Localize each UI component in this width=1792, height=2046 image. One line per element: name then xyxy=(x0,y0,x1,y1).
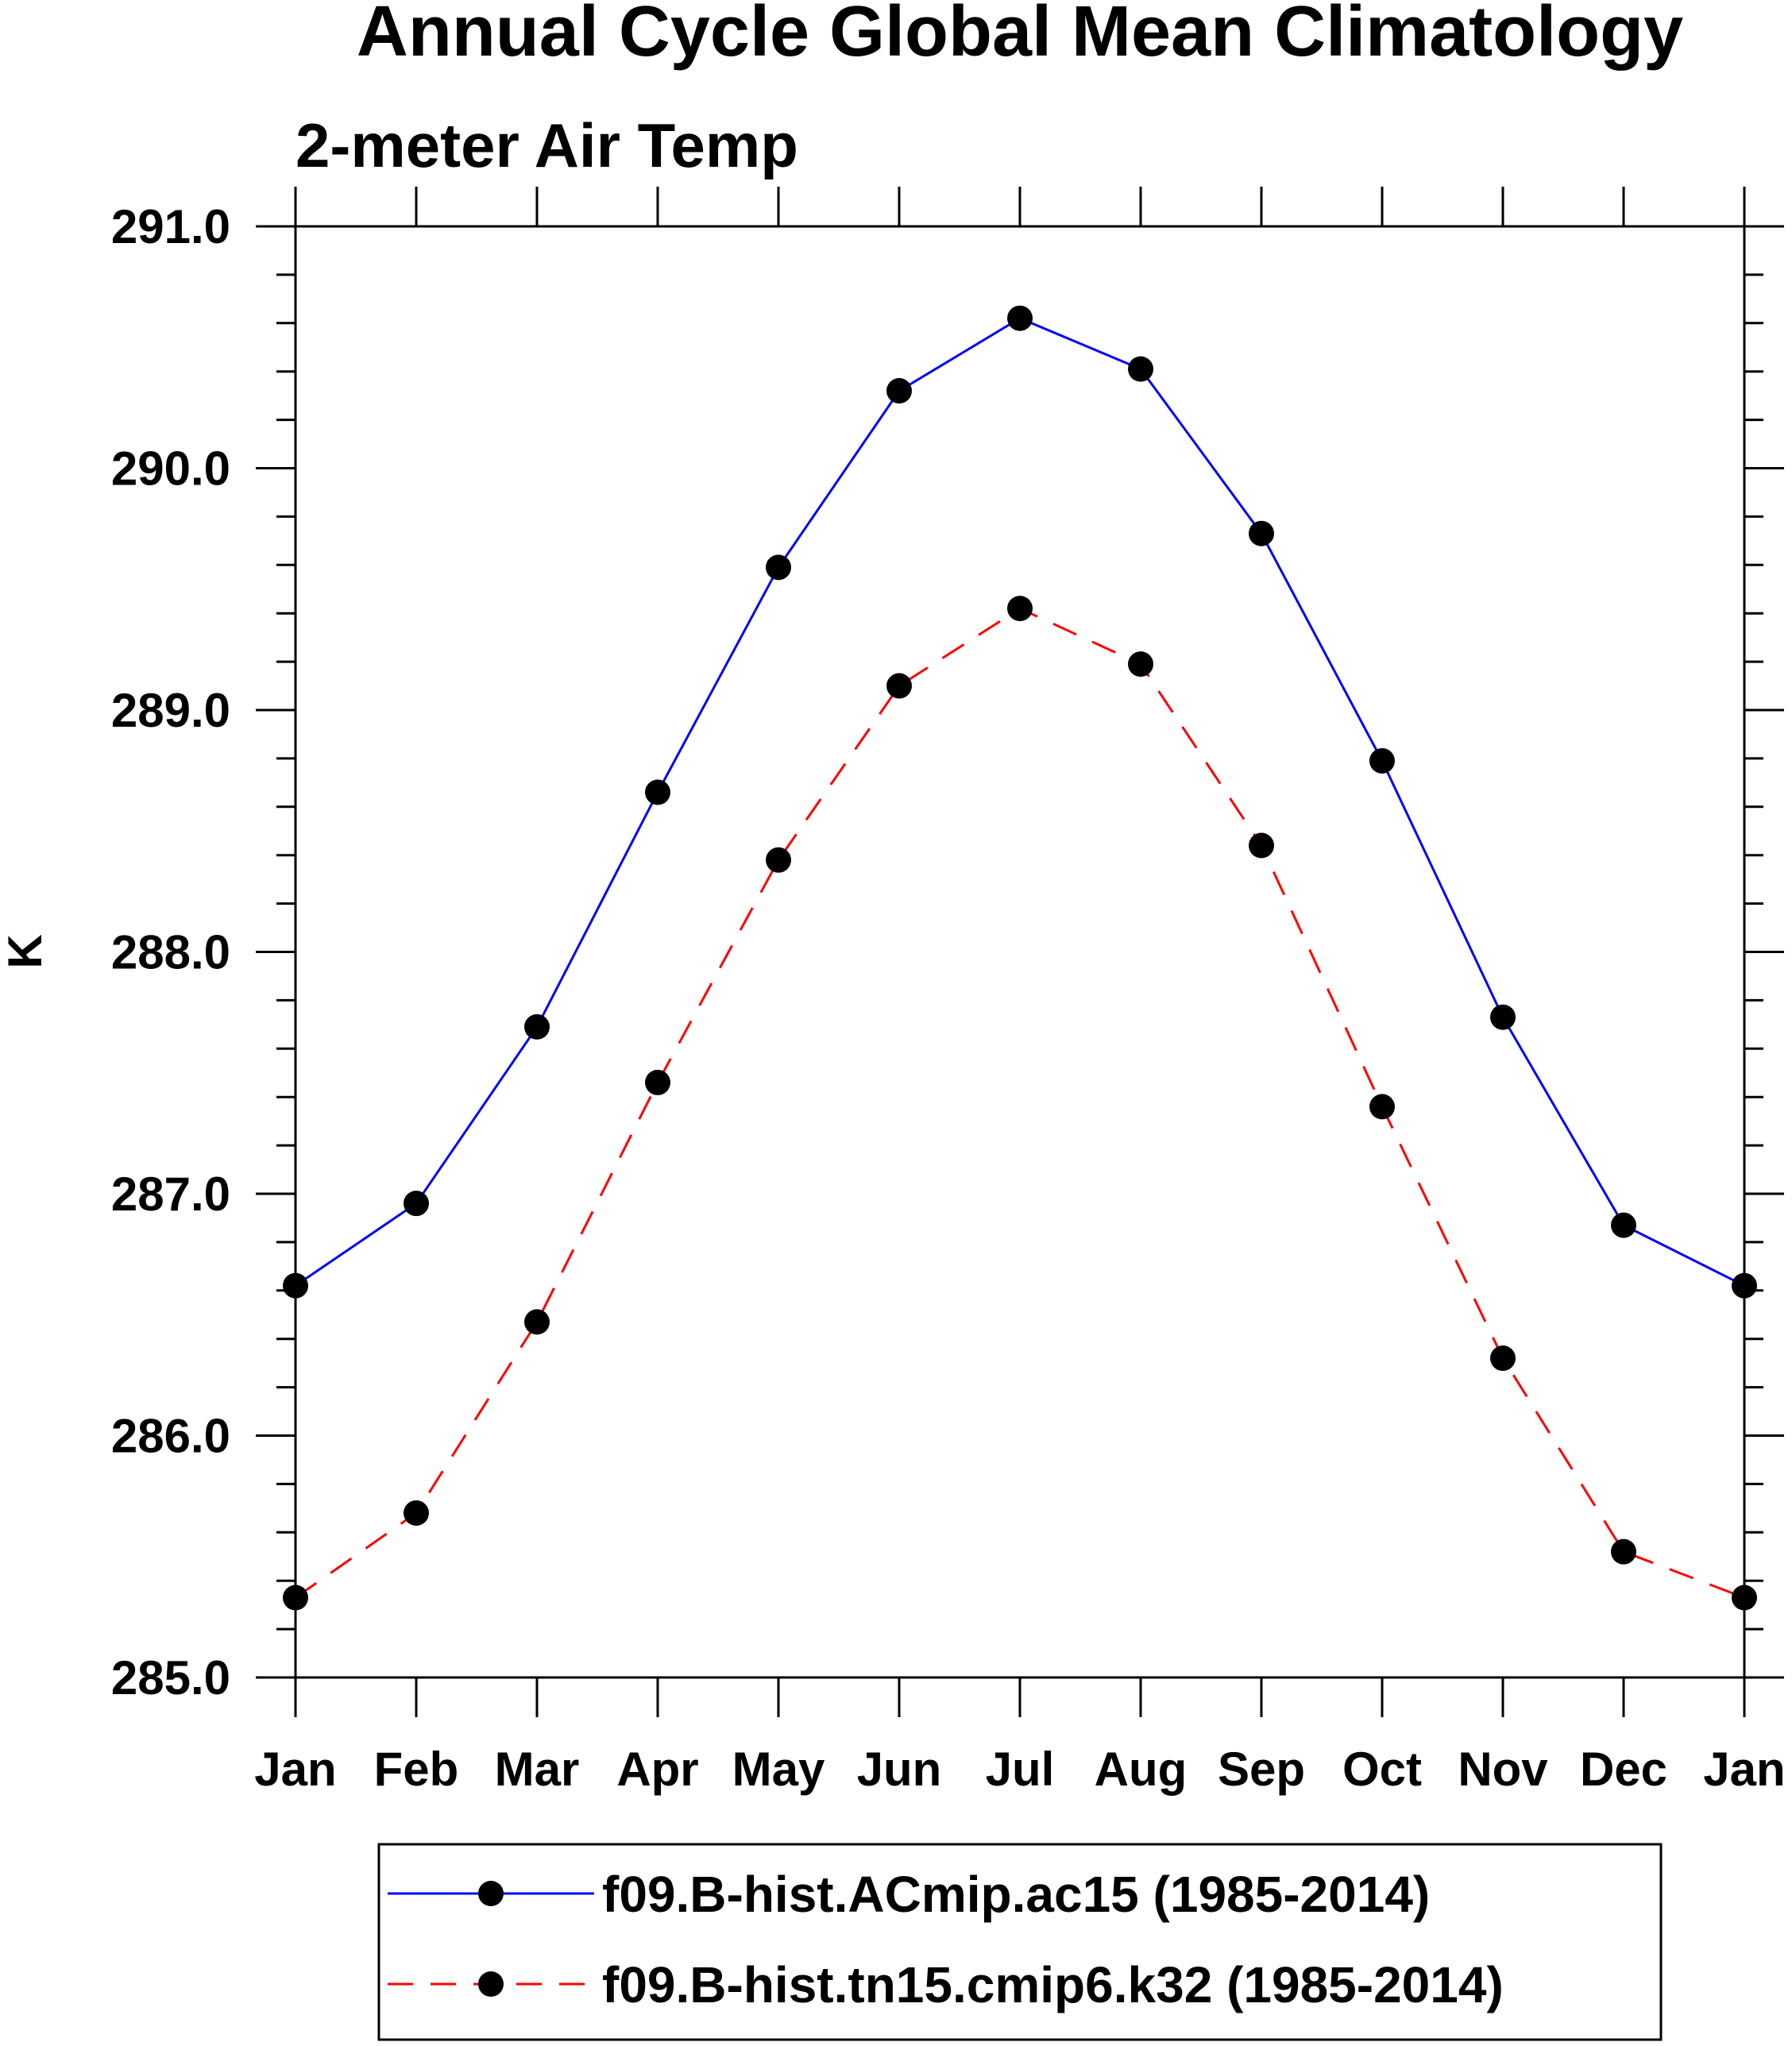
chart-subtitle: 2-meter Air Temp xyxy=(295,110,798,180)
x-tick-label: Jun xyxy=(857,1743,942,1796)
series-2-point xyxy=(1249,832,1274,859)
series-1-point xyxy=(645,779,670,805)
series-1-point xyxy=(1611,1212,1636,1238)
x-tick-label: Nov xyxy=(1458,1743,1548,1796)
series-1-point xyxy=(404,1191,429,1217)
series-2-point xyxy=(524,1309,550,1335)
x-tick-label: Jul xyxy=(986,1743,1055,1796)
series-line-1 xyxy=(295,317,1745,1287)
series-1-point xyxy=(524,1013,550,1040)
series-2-point xyxy=(1611,1538,1636,1565)
legend-label-1: f09.B-hist.ACmip.ac15 (1985-2014) xyxy=(602,1866,1430,1923)
x-tick-label: Aug xyxy=(1095,1743,1188,1796)
series-1-point xyxy=(1128,356,1153,382)
series-2-point xyxy=(404,1500,429,1526)
series-2-point xyxy=(645,1069,670,1095)
legend-marker-2 xyxy=(478,1971,504,1997)
series-2-point xyxy=(1007,596,1033,622)
y-tick-label: 286.0 xyxy=(111,1410,230,1463)
x-tick-label: Jan xyxy=(254,1743,336,1796)
legend-box xyxy=(377,1843,1663,2041)
y-tick-label: 289.0 xyxy=(111,684,230,737)
series-layer xyxy=(283,305,1757,1611)
series-1-point xyxy=(1490,1004,1516,1030)
x-tick-label: Oct xyxy=(1342,1743,1422,1796)
series-2-point xyxy=(1128,651,1153,677)
y-tick-labels: 285.0 286.0 287.0 288.0 289.0 290.0 291.0 xyxy=(111,200,230,1704)
x-tick-label: Jan xyxy=(1703,1743,1785,1796)
series-1-point xyxy=(1369,747,1395,774)
y-tick-label: 287.0 xyxy=(111,1168,230,1221)
y-tick-label: 291.0 xyxy=(111,200,230,253)
x-tick-label: Feb xyxy=(374,1743,459,1796)
series-line-2 xyxy=(295,607,1745,1599)
series-2-point xyxy=(283,1585,308,1611)
series-2-point xyxy=(1490,1345,1516,1372)
series-1-point xyxy=(1249,520,1274,546)
series-1-point xyxy=(1732,1272,1757,1299)
series-1-point xyxy=(283,1272,308,1299)
y-tick-label: 290.0 xyxy=(111,442,230,496)
plot-frame xyxy=(294,225,1746,1679)
chart-title: Annual Cycle Global Mean Climatology xyxy=(357,0,1683,71)
series-2-point xyxy=(886,673,912,699)
legend-marker-1 xyxy=(478,1881,504,1906)
series-2-point xyxy=(766,847,791,873)
series-2-point xyxy=(1732,1585,1757,1611)
x-tick-label: May xyxy=(732,1743,825,1796)
series-1-point xyxy=(766,554,791,581)
y-tick-label: 285.0 xyxy=(111,1651,230,1704)
x-tick-label: Sep xyxy=(1218,1743,1305,1796)
series-2-point xyxy=(1369,1094,1395,1120)
x-tick-labels: Jan Feb Mar Apr May Jun Jul Aug Sep Oct Nov Dec Jan xyxy=(254,1743,1785,1796)
legend-label-2: f09.B-hist.tn15.cmip6.k32 (1985-2014) xyxy=(602,1956,1504,2013)
series-1-point xyxy=(1007,305,1033,331)
x-tick-label: Dec xyxy=(1580,1743,1667,1796)
y-axis-label: K xyxy=(0,934,52,968)
series-1-point xyxy=(886,378,912,404)
x-tick-label: Apr xyxy=(616,1743,698,1796)
y-tick-label: 288.0 xyxy=(111,926,230,979)
axis-ticks xyxy=(256,187,1784,1717)
x-tick-label: Mar xyxy=(495,1743,580,1796)
legend: f09.B-hist.ACmip.ac15 (1985-2014) f09.B-h… xyxy=(377,1843,1663,2041)
